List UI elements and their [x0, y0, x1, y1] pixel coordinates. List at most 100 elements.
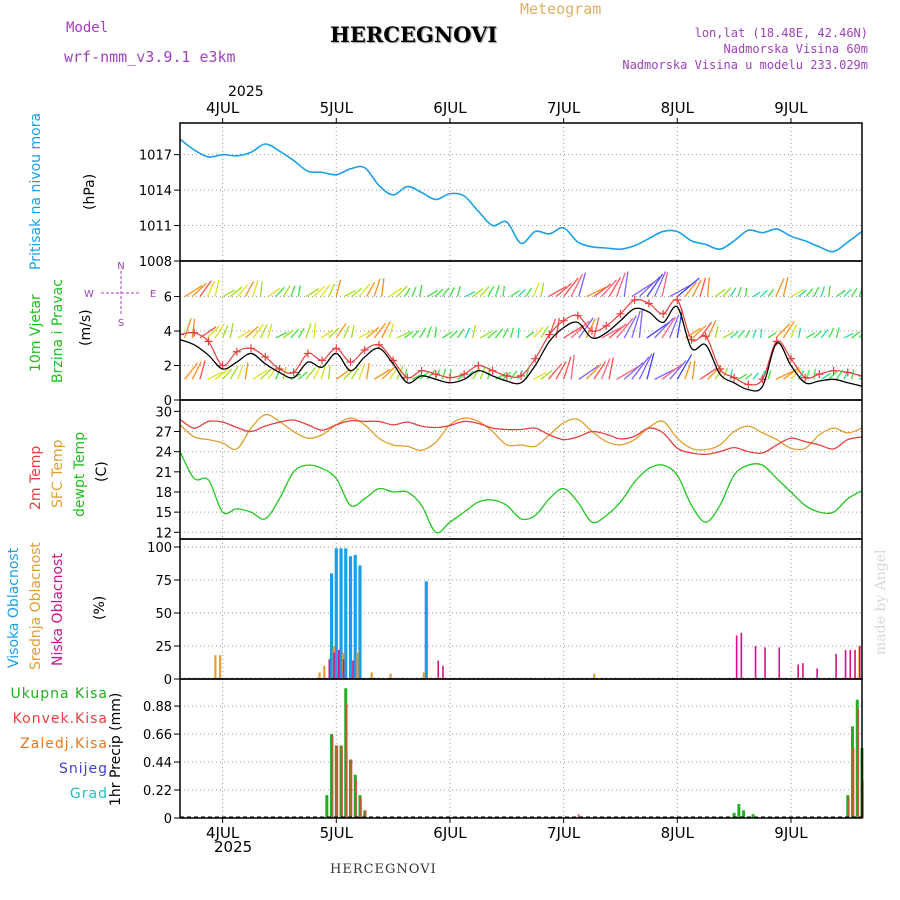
- wind-arrow: [388, 323, 394, 339]
- y-tick-label: 12: [155, 526, 172, 541]
- wind-arrow: [350, 324, 355, 339]
- wind-arrow: [373, 278, 381, 297]
- mid-cloud-bar: [422, 672, 425, 679]
- wind-arrow: [191, 282, 207, 298]
- legend-hail: Grad: [69, 786, 108, 802]
- wind-arrow: [600, 358, 611, 380]
- wind-arrow: [540, 282, 545, 297]
- wind-arrow: [570, 354, 575, 380]
- gust-marker: [232, 347, 241, 356]
- gust-marker: [730, 373, 739, 382]
- wind-arrow: [214, 323, 225, 339]
- wind-arrow: [388, 287, 402, 298]
- wind-arrow: [510, 290, 520, 298]
- wind-arrow: [381, 278, 385, 297]
- wind-arrow: [373, 322, 387, 339]
- wind-arrow: [661, 363, 683, 380]
- total-precip-bar: [737, 804, 741, 818]
- wind-arrow: [350, 367, 359, 380]
- high-cloud-bar: [334, 548, 338, 679]
- wind-arrow: [479, 286, 490, 298]
- wind-arrow: [214, 279, 220, 297]
- wind-arrow: [555, 282, 572, 298]
- wind-arrow: [472, 324, 477, 339]
- y-tick-label: 0.88: [143, 700, 172, 715]
- gust-marker: [673, 296, 682, 305]
- wind-arrow: [206, 280, 216, 297]
- y-tick-label: 2: [164, 360, 172, 375]
- total-precip-bar: [325, 795, 329, 818]
- wind-arrow: [297, 371, 308, 380]
- wind-arrow: [593, 361, 607, 380]
- wind-arrow: [275, 331, 288, 339]
- gust-marker: [460, 370, 469, 379]
- pressure-line: [180, 138, 862, 253]
- wind-arrow: [782, 320, 795, 339]
- wind-arrow: [419, 284, 423, 297]
- wind-arrow: [290, 328, 299, 339]
- wind-arrow: [540, 369, 553, 380]
- wind-arrow: [479, 366, 486, 380]
- low-cloud-bar: [854, 649, 856, 679]
- wind-arrow: [851, 287, 858, 297]
- wind-arrow: [775, 370, 794, 380]
- conv-precip-bar: [852, 748, 855, 818]
- wind-arrow: [646, 352, 655, 380]
- gust-marker: [531, 354, 540, 363]
- mid-cloud-bar: [389, 673, 392, 679]
- conv-precip-bar: [340, 745, 343, 818]
- y-tick-label: 0: [164, 812, 172, 827]
- gust-marker: [403, 373, 412, 382]
- wind-arrow: [313, 285, 326, 298]
- wind-arrow: [623, 271, 629, 297]
- wind-arrow: [487, 285, 495, 297]
- year-top: 2025: [228, 84, 264, 100]
- wind-arrow: [805, 288, 814, 297]
- wind-arrow: [403, 287, 411, 297]
- wind-arrow: [835, 327, 840, 339]
- mid-cloud-bar: [214, 655, 217, 679]
- wind-arrow: [767, 370, 772, 380]
- wind-arrow: [676, 309, 683, 339]
- wind-arrow: [707, 320, 717, 339]
- wind-arrow: [616, 318, 634, 339]
- wind-arrow: [222, 368, 233, 380]
- gust-marker: [616, 309, 625, 318]
- wind-arrow: [305, 367, 317, 380]
- conv-precip-bar: [331, 735, 334, 818]
- wind-arrow: [419, 327, 427, 339]
- wind-arrow: [661, 316, 677, 339]
- model-value: wrf-nmm_v3.9.1 e3km: [64, 48, 236, 66]
- gust-marker: [644, 299, 653, 308]
- wind-arrow: [525, 287, 532, 297]
- wind-arrow: [616, 272, 626, 297]
- gust-marker: [559, 316, 568, 325]
- x-date-top: 4JUL: [206, 99, 240, 117]
- wind-arrow: [767, 332, 777, 339]
- wind-arrow: [820, 329, 829, 339]
- total-precip-bar: [742, 810, 746, 818]
- wind-arrow: [252, 323, 264, 339]
- gust-marker: [630, 296, 639, 305]
- conv-precip-bar: [354, 779, 358, 818]
- conv-precip-bar: [364, 810, 367, 818]
- panel-frame-4: [179, 678, 863, 819]
- wind-arrow: [335, 368, 351, 380]
- wind-arrow: [404, 331, 414, 339]
- wind-arrow: [214, 368, 229, 380]
- wind-arrow: [760, 328, 763, 339]
- wind-arrow: [722, 287, 732, 298]
- wind-arrow: [722, 331, 734, 339]
- x-date-top: 8JUL: [661, 99, 695, 117]
- low-cloud-bar: [442, 665, 444, 679]
- low-cloud-bar: [437, 660, 440, 679]
- wind-arrow: [237, 329, 252, 339]
- gust-marker: [445, 373, 454, 382]
- wind-arrow: [533, 372, 547, 380]
- high-cloud-bar: [339, 548, 343, 679]
- wind-arrow: [593, 317, 600, 339]
- wind-arrow: [328, 327, 340, 339]
- wind-arrow: [335, 279, 342, 297]
- conv-precip-bar: [359, 797, 362, 818]
- wind-arrow: [684, 361, 692, 380]
